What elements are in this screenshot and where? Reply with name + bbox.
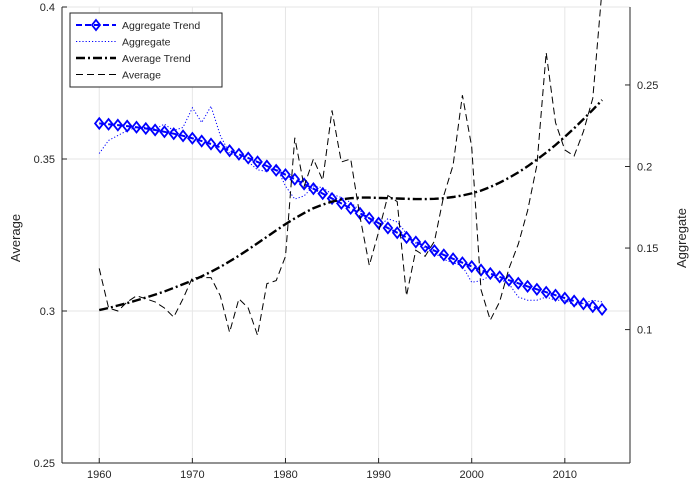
series-point <box>103 117 114 131</box>
series-point <box>391 226 403 240</box>
series-point <box>261 159 273 173</box>
series-point <box>494 270 505 284</box>
legend-marker <box>90 18 102 32</box>
legend-label: Aggregate Trend <box>122 20 200 32</box>
series-point <box>298 177 310 191</box>
series-line-average <box>98 0 602 338</box>
series-point <box>373 216 384 230</box>
x-tick-label: 1980 <box>273 469 297 481</box>
series-point <box>242 151 254 165</box>
series-line-aggregate <box>98 104 603 306</box>
legend-label: Average Trend <box>122 53 191 65</box>
series-point <box>345 201 356 216</box>
series-point <box>159 125 170 139</box>
series-point <box>466 259 478 274</box>
left-tick-label: 0.4 <box>40 2 55 14</box>
series-point <box>205 137 217 151</box>
series-point <box>485 266 496 281</box>
right-tick-label: 0.15 <box>637 243 658 255</box>
series-point <box>308 182 319 196</box>
x-tick-label: 1990 <box>366 469 390 481</box>
series-point <box>270 163 282 177</box>
left-tick-label: 0.3 <box>40 306 55 318</box>
series-point <box>168 127 180 141</box>
x-tick-label: 2010 <box>553 469 577 481</box>
series-point <box>522 279 533 294</box>
series-point <box>280 168 291 182</box>
series-point <box>531 282 543 296</box>
series-point <box>336 196 347 211</box>
series-point <box>140 121 152 136</box>
series-point <box>196 134 207 148</box>
series-point <box>447 252 459 266</box>
series-layer <box>93 0 608 338</box>
series-point <box>326 191 338 206</box>
series-point <box>177 129 189 143</box>
series-point <box>419 239 431 254</box>
x-tick-label: 1960 <box>87 469 111 481</box>
series-point <box>317 186 329 201</box>
series-point <box>112 118 124 132</box>
left-axis-title: Average <box>8 214 23 262</box>
series-point <box>187 131 198 145</box>
series-line-average-trend <box>98 99 603 312</box>
series-point <box>559 291 571 305</box>
series-point <box>131 120 142 134</box>
right-axis-title: Aggregate <box>674 208 689 268</box>
series-point <box>233 147 245 161</box>
series-point <box>568 294 580 308</box>
series-point <box>596 302 608 317</box>
series-point <box>382 221 394 235</box>
series-point <box>289 172 301 186</box>
left-tick-label: 0.25 <box>34 458 55 470</box>
legend-label: Average <box>122 70 161 82</box>
series-point <box>224 144 235 158</box>
legend-label: Aggregate <box>122 37 171 49</box>
series-point <box>214 140 226 154</box>
right-tick-label: 0.2 <box>637 162 652 174</box>
series-point <box>457 256 468 270</box>
series-point <box>587 299 599 314</box>
series-line-aggregate-trend <box>99 122 603 311</box>
series-point <box>363 211 375 225</box>
right-tick-label: 0.1 <box>637 325 652 337</box>
series-point <box>475 263 487 277</box>
series-point <box>252 155 263 169</box>
series-point <box>438 248 450 262</box>
x-tick-label: 2000 <box>459 469 483 481</box>
series-point <box>93 116 105 131</box>
series-point <box>512 276 524 290</box>
legend: Aggregate Trend Aggregate Average Trend Ave… <box>69 12 223 88</box>
left-tick-label: 0.35 <box>34 154 55 166</box>
series-point <box>149 123 161 137</box>
series-point <box>121 119 133 133</box>
x-tick-label: 1970 <box>180 469 204 481</box>
series-point <box>429 244 440 258</box>
axes: 1960 1970 1980 1990 2000 2010 0.25 0.3 0.35 0.4 0.… <box>34 2 659 481</box>
right-tick-label: 0.25 <box>637 80 658 92</box>
